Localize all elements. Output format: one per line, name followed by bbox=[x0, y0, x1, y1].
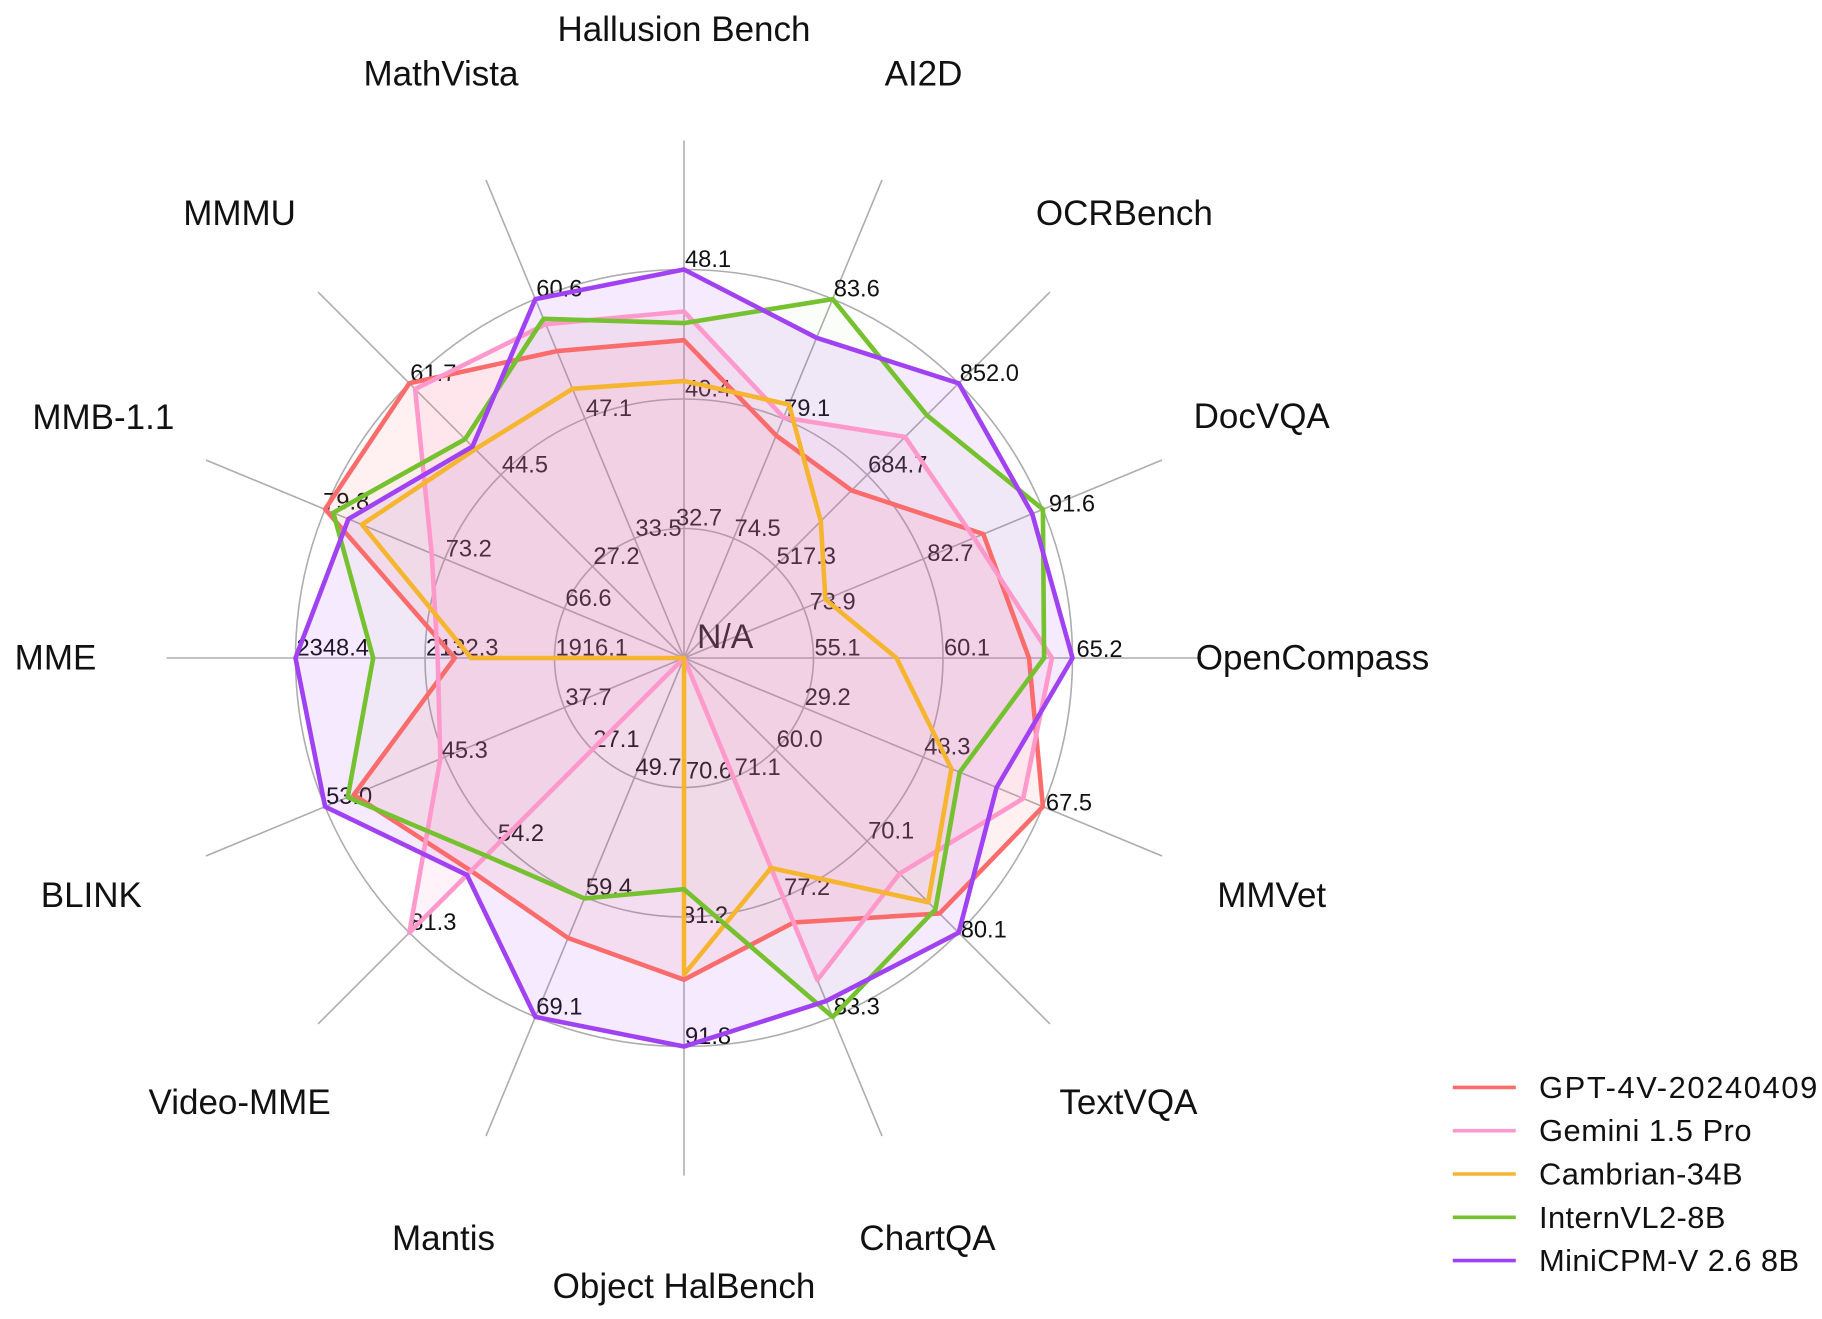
svg-text:70.6: 70.6 bbox=[686, 759, 732, 785]
svg-text:60.0: 60.0 bbox=[777, 727, 823, 753]
svg-text:71.1: 71.1 bbox=[735, 755, 781, 781]
svg-text:37.7: 37.7 bbox=[565, 685, 611, 711]
svg-text:Video-MME: Video-MME bbox=[148, 1083, 330, 1122]
svg-text:GPT-4V-20240409: GPT-4V-20240409 bbox=[1539, 1070, 1819, 1105]
svg-text:73.2: 73.2 bbox=[446, 536, 492, 562]
svg-text:MathVista: MathVista bbox=[364, 54, 520, 93]
svg-text:DocVQA: DocVQA bbox=[1194, 397, 1331, 436]
svg-text:Hallusion Bench: Hallusion Bench bbox=[558, 10, 811, 49]
svg-text:MiniCPM-V 2.6 8B: MiniCPM-V 2.6 8B bbox=[1539, 1243, 1799, 1278]
svg-text:517.3: 517.3 bbox=[777, 544, 836, 570]
svg-text:70.1: 70.1 bbox=[868, 819, 914, 845]
svg-text:82.7: 82.7 bbox=[927, 541, 973, 567]
svg-text:49.7: 49.7 bbox=[635, 755, 681, 781]
svg-text:67.5: 67.5 bbox=[1046, 791, 1092, 817]
svg-text:MME: MME bbox=[15, 639, 97, 678]
svg-text:55.1: 55.1 bbox=[815, 636, 861, 662]
svg-text:29.2: 29.2 bbox=[805, 685, 851, 711]
svg-text:AI2D: AI2D bbox=[885, 54, 963, 93]
svg-text:InternVL2-8B: InternVL2-8B bbox=[1539, 1200, 1726, 1235]
svg-text:44.5: 44.5 bbox=[502, 452, 548, 478]
svg-text:33.5: 33.5 bbox=[635, 516, 681, 542]
svg-text:74.5: 74.5 bbox=[735, 516, 781, 542]
svg-text:Object HalBench: Object HalBench bbox=[553, 1267, 816, 1306]
svg-text:MMMU: MMMU bbox=[183, 194, 296, 233]
svg-text:OpenCompass: OpenCompass bbox=[1196, 639, 1429, 678]
svg-text:N/A: N/A bbox=[697, 618, 754, 656]
svg-text:32.7: 32.7 bbox=[676, 506, 722, 532]
svg-text:OCRBench: OCRBench bbox=[1036, 194, 1213, 233]
svg-text:69.1: 69.1 bbox=[536, 994, 582, 1020]
svg-text:47.1: 47.1 bbox=[586, 396, 632, 422]
svg-text:ChartQA: ChartQA bbox=[859, 1219, 996, 1258]
svg-text:Gemini 1.5 Pro: Gemini 1.5 Pro bbox=[1539, 1113, 1752, 1148]
svg-text:66.6: 66.6 bbox=[565, 586, 611, 612]
svg-text:91.6: 91.6 bbox=[1049, 491, 1095, 517]
svg-text:27.2: 27.2 bbox=[593, 544, 639, 570]
svg-text:83.6: 83.6 bbox=[834, 277, 880, 303]
svg-text:80.1: 80.1 bbox=[961, 918, 1007, 944]
svg-text:Cambrian-34B: Cambrian-34B bbox=[1539, 1157, 1743, 1192]
svg-text:MMB-1.1: MMB-1.1 bbox=[32, 398, 174, 437]
svg-text:65.2: 65.2 bbox=[1077, 637, 1123, 663]
svg-text:TextVQA: TextVQA bbox=[1059, 1083, 1198, 1122]
svg-text:852.0: 852.0 bbox=[960, 361, 1019, 387]
svg-text:BLINK: BLINK bbox=[41, 876, 142, 915]
svg-text:48.1: 48.1 bbox=[685, 247, 731, 273]
svg-text:45.3: 45.3 bbox=[442, 738, 488, 764]
svg-text:MMVet: MMVet bbox=[1217, 876, 1326, 915]
svg-text:60.1: 60.1 bbox=[944, 636, 990, 662]
svg-text:2348.4: 2348.4 bbox=[297, 636, 369, 662]
svg-text:Mantis: Mantis bbox=[392, 1219, 495, 1258]
